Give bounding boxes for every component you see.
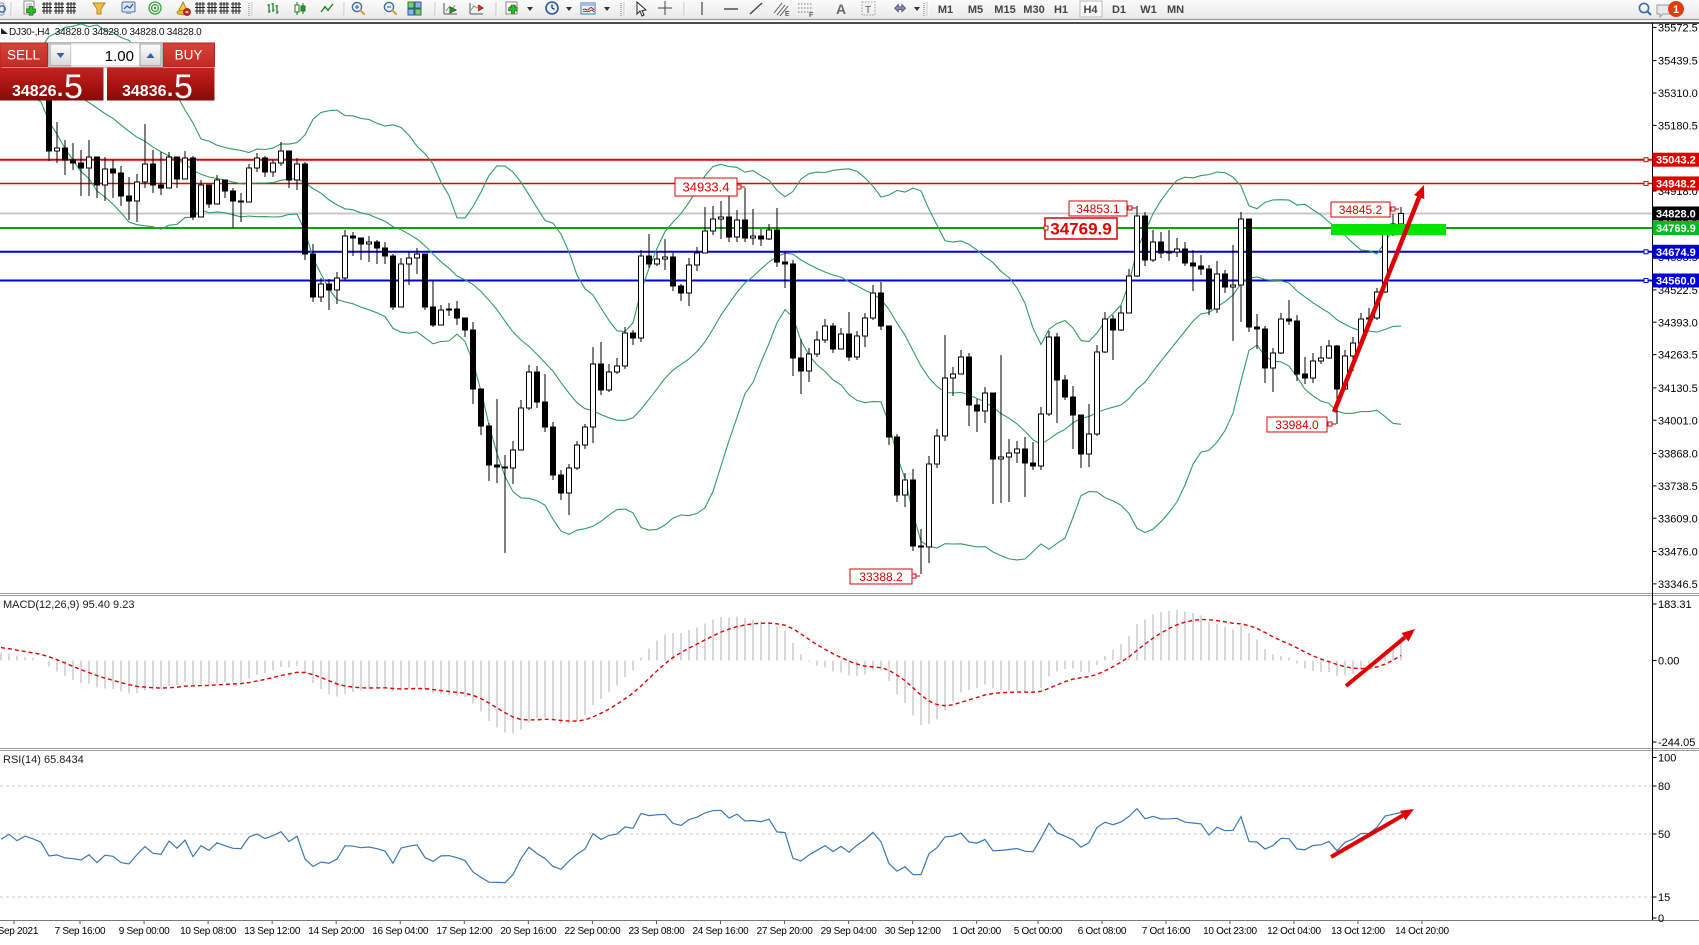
svg-text:1 Oct 20:00: 1 Oct 20:00 bbox=[952, 926, 1001, 937]
svg-text:.: . bbox=[57, 76, 63, 101]
svg-text:80: 80 bbox=[1658, 781, 1670, 793]
svg-text:A: A bbox=[836, 1, 846, 17]
svg-text:H4: H4 bbox=[1083, 4, 1098, 16]
svg-text:34828.0: 34828.0 bbox=[1656, 209, 1696, 221]
svg-text:16 Sep 04:00: 16 Sep 04:00 bbox=[372, 926, 429, 937]
svg-text:27 Sep 20:00: 27 Sep 20:00 bbox=[757, 926, 814, 937]
svg-text:14 Oct 20:00: 14 Oct 20:00 bbox=[1395, 926, 1449, 937]
svg-text:9 Sep 00:00: 9 Sep 00:00 bbox=[119, 926, 170, 937]
svg-text:34001.0: 34001.0 bbox=[1658, 415, 1698, 427]
svg-text:33609.0: 33609.0 bbox=[1658, 513, 1698, 525]
svg-text:23 Sep 08:00: 23 Sep 08:00 bbox=[628, 926, 685, 937]
svg-text:13 Sep 12:00: 13 Sep 12:00 bbox=[244, 926, 301, 937]
svg-text:M15: M15 bbox=[994, 4, 1015, 16]
svg-text:33346.5: 33346.5 bbox=[1658, 579, 1698, 591]
svg-text:0.00: 0.00 bbox=[1658, 656, 1679, 668]
svg-text:35439.5: 35439.5 bbox=[1658, 56, 1698, 68]
svg-text:20 Sep 16:00: 20 Sep 16:00 bbox=[500, 926, 557, 937]
svg-text:-244.05: -244.05 bbox=[1658, 737, 1695, 749]
svg-text:10 Sep 08:00: 10 Sep 08:00 bbox=[180, 926, 237, 937]
svg-text:34560.0: 34560.0 bbox=[1656, 276, 1696, 288]
svg-text:5 Oct 00:00: 5 Oct 00:00 bbox=[1014, 926, 1063, 937]
svg-text:34393.0: 34393.0 bbox=[1658, 317, 1698, 329]
svg-text:34263.5: 34263.5 bbox=[1658, 350, 1698, 362]
svg-text:17 Sep 12:00: 17 Sep 12:00 bbox=[436, 926, 493, 937]
svg-text:H1: H1 bbox=[1054, 4, 1068, 16]
svg-text:5: 5 bbox=[174, 68, 193, 106]
svg-text:34769.9: 34769.9 bbox=[1050, 220, 1111, 239]
svg-text:15: 15 bbox=[1658, 892, 1670, 904]
svg-text:T: T bbox=[865, 5, 871, 16]
svg-text:7 Sep 16:00: 7 Sep 16:00 bbox=[55, 926, 106, 937]
svg-text:MACD(12,26,9) 95.40 9.23: MACD(12,26,9) 95.40 9.23 bbox=[3, 599, 134, 611]
svg-text:24 Sep 16:00: 24 Sep 16:00 bbox=[693, 926, 750, 937]
svg-text:E: E bbox=[785, 11, 790, 18]
svg-text:1.00: 1.00 bbox=[105, 48, 134, 65]
svg-text:D1: D1 bbox=[1112, 4, 1126, 16]
svg-text:BUY: BUY bbox=[175, 48, 203, 63]
svg-text:34853.1: 34853.1 bbox=[1076, 202, 1120, 216]
svg-text:6 Sep 2021: 6 Sep 2021 bbox=[0, 926, 39, 937]
svg-text:12 Oct 04:00: 12 Oct 04:00 bbox=[1267, 926, 1321, 937]
svg-text:29 Sep 04:00: 29 Sep 04:00 bbox=[821, 926, 878, 937]
svg-text:22 Sep 00:00: 22 Sep 00:00 bbox=[564, 926, 621, 937]
svg-text:33984.0: 33984.0 bbox=[1275, 418, 1319, 432]
svg-text:M1: M1 bbox=[938, 4, 953, 16]
svg-text:.: . bbox=[167, 76, 173, 101]
svg-text:34769.9: 34769.9 bbox=[1656, 223, 1696, 235]
svg-text:34826: 34826 bbox=[12, 83, 57, 100]
svg-text:7 Oct 16:00: 7 Oct 16:00 bbox=[1142, 926, 1191, 937]
svg-text:33868.0: 33868.0 bbox=[1658, 449, 1698, 461]
svg-text:33738.5: 33738.5 bbox=[1658, 481, 1698, 493]
svg-text:M30: M30 bbox=[1023, 4, 1044, 16]
svg-text:50: 50 bbox=[1658, 829, 1670, 841]
svg-text:13 Oct 12:00: 13 Oct 12:00 bbox=[1331, 926, 1385, 937]
svg-text:DJ30-,H4 34828.0 34828.0 3482: DJ30-,H4 34828.0 34828.0 34828.0 34828.0 bbox=[9, 27, 202, 38]
svg-text:30 Sep 12:00: 30 Sep 12:00 bbox=[885, 926, 942, 937]
svg-text:1: 1 bbox=[1673, 4, 1679, 16]
svg-text:183.31: 183.31 bbox=[1658, 599, 1692, 611]
svg-text:34845.2: 34845.2 bbox=[1339, 203, 1383, 217]
svg-text:34130.5: 34130.5 bbox=[1658, 383, 1698, 395]
svg-text:M5: M5 bbox=[968, 4, 983, 16]
svg-text:35180.5: 35180.5 bbox=[1658, 120, 1698, 132]
svg-text:RSI(14) 65.8434: RSI(14) 65.8434 bbox=[3, 754, 84, 766]
svg-text:0: 0 bbox=[1658, 913, 1664, 925]
svg-text:35043.2: 35043.2 bbox=[1656, 155, 1696, 167]
svg-text:F: F bbox=[809, 12, 813, 19]
svg-text:MN: MN bbox=[1167, 4, 1184, 16]
svg-text:5: 5 bbox=[64, 68, 83, 106]
svg-text:33476.0: 33476.0 bbox=[1658, 547, 1698, 559]
svg-text:100: 100 bbox=[1658, 753, 1676, 765]
svg-text:10 Oct 23:00: 10 Oct 23:00 bbox=[1203, 926, 1257, 937]
svg-text:SELL: SELL bbox=[7, 48, 41, 63]
svg-text:33388.2: 33388.2 bbox=[859, 570, 903, 584]
svg-text:34933.4: 34933.4 bbox=[683, 180, 730, 195]
svg-text:W1: W1 bbox=[1140, 4, 1157, 16]
svg-text:6 Oct 08:00: 6 Oct 08:00 bbox=[1078, 926, 1127, 937]
svg-text:35572.5: 35572.5 bbox=[1658, 22, 1698, 34]
svg-text:14 Sep 20:00: 14 Sep 20:00 bbox=[308, 926, 365, 937]
svg-text:34948.2: 34948.2 bbox=[1656, 178, 1696, 190]
svg-text:35310.0: 35310.0 bbox=[1658, 88, 1698, 100]
svg-text:34674.9: 34674.9 bbox=[1656, 247, 1696, 259]
svg-text:34836: 34836 bbox=[122, 83, 167, 100]
